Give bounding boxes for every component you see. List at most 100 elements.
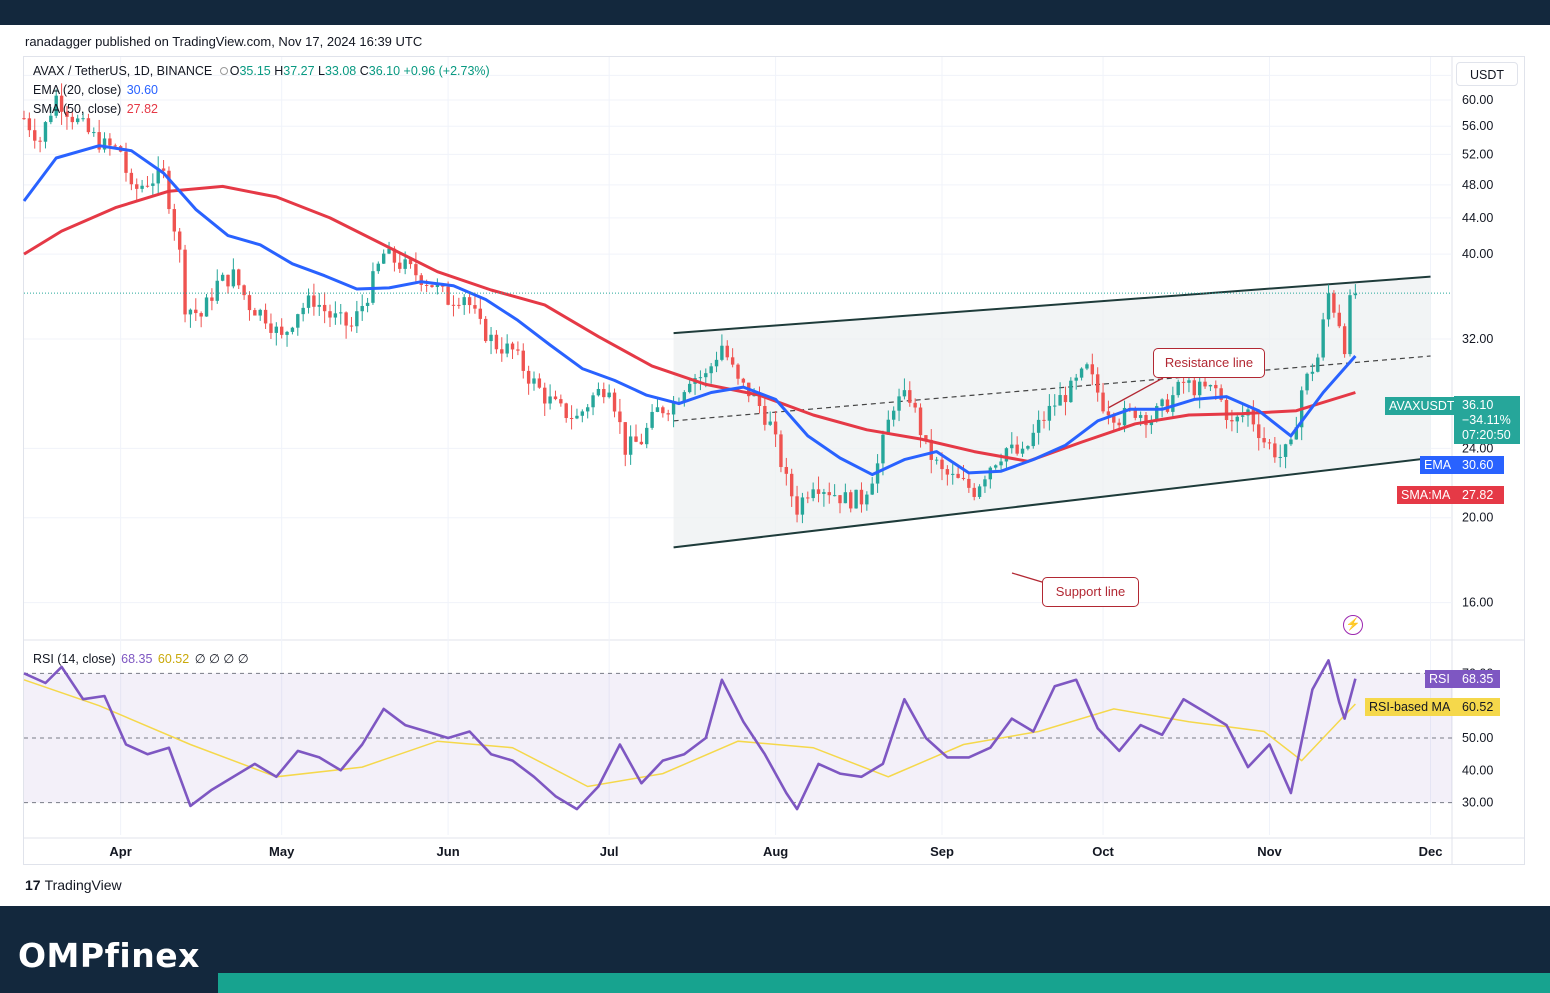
time-tick-label: Jul: [600, 844, 619, 859]
candle-body: [1353, 293, 1358, 296]
candle-body: [478, 308, 483, 319]
rsi-ma-value: 60.52: [157, 652, 190, 666]
candle-body: [1192, 380, 1197, 396]
currency-button[interactable]: USDT: [1456, 62, 1518, 86]
price-tick-label: 60.00: [1462, 93, 1493, 107]
candle-body: [1122, 407, 1127, 426]
candle-body: [773, 421, 778, 435]
candle-body: [838, 495, 842, 504]
legend-sma[interactable]: SMA (50, close) 27.82: [33, 102, 158, 116]
candle-body: [1020, 448, 1025, 454]
price-tick-label: 48.00: [1462, 178, 1493, 192]
candle-body: [22, 118, 26, 120]
candle-body: [865, 494, 869, 505]
candle-body: [215, 280, 219, 301]
candle-body: [140, 185, 144, 189]
candle-body: [891, 410, 896, 420]
candle-body: [129, 172, 134, 185]
legend-rsi[interactable]: RSI (14, close) 68.35 60.52 ∅ ∅ ∅ ∅: [33, 651, 249, 666]
lightning-icon[interactable]: ⚡: [1343, 615, 1363, 635]
candle-body: [961, 477, 966, 479]
rsi-tag-value: 68.35: [1454, 670, 1500, 688]
candle-body: [510, 343, 515, 350]
tradingview-mark-icon: 17: [25, 877, 41, 893]
candle-body: [344, 312, 348, 326]
rsi-tick-label: 30.00: [1462, 796, 1493, 810]
candle-body: [983, 479, 987, 487]
candle-body: [1133, 408, 1137, 418]
support-line-label[interactable]: Support line: [1042, 577, 1139, 607]
resistance-line-label[interactable]: Resistance line: [1153, 348, 1265, 378]
market-status-icon: [219, 67, 228, 75]
top-banner: [0, 0, 1550, 25]
candle-body: [1197, 381, 1202, 396]
candle-body: [1278, 456, 1282, 458]
candle-body: [102, 138, 107, 150]
sma-50-line: [23, 184, 1356, 463]
candle-body: [54, 95, 58, 116]
candle-body: [736, 364, 740, 379]
time-tick-label: May: [269, 844, 295, 859]
time-tick-label: Oct: [1092, 844, 1114, 859]
candle-body: [521, 350, 525, 371]
candle-body: [1240, 415, 1245, 417]
candle-body: [279, 326, 284, 335]
candle-body: [543, 387, 547, 404]
candle-body: [424, 284, 429, 286]
candle-body: [392, 248, 397, 263]
candle-body: [714, 359, 719, 367]
candle-body: [881, 434, 885, 464]
candle-body: [725, 345, 729, 358]
candle-body: [945, 469, 950, 475]
candle-body: [92, 132, 96, 134]
candle-body: [387, 248, 391, 254]
candle-body: [661, 407, 665, 414]
candle-body: [934, 459, 939, 461]
candle-body: [177, 231, 182, 250]
candle-body: [1031, 432, 1035, 447]
candle-body: [730, 357, 735, 365]
symbol-label[interactable]: AVAX / TetherUS, 1D, BINANCE: [33, 64, 213, 78]
candle-body: [1305, 373, 1309, 391]
candle-body: [204, 297, 209, 317]
candle-body: [1326, 293, 1331, 320]
candle-body: [1079, 368, 1084, 378]
ema-tag-value: 30.60: [1454, 456, 1504, 474]
candle-body: [269, 323, 273, 333]
candle-body: [940, 459, 944, 470]
candle-body: [473, 305, 477, 309]
candle-body: [145, 185, 150, 187]
candle-body: [886, 419, 891, 435]
candle-body: [1337, 312, 1341, 327]
last-price: 36.10: [1462, 398, 1494, 412]
candle-body: [602, 388, 606, 398]
candle-body: [913, 402, 917, 408]
candle-body: [349, 325, 354, 327]
candle-body: [306, 295, 311, 308]
candle-body: [1187, 380, 1191, 383]
candle-body: [462, 297, 466, 306]
candle-body: [639, 441, 644, 445]
candle-body: [242, 285, 246, 296]
candle-body: [1047, 405, 1052, 421]
candle-body: [70, 116, 75, 123]
candle-body: [757, 392, 762, 407]
time-tick-label: Nov: [1257, 844, 1282, 859]
legend-ema[interactable]: EMA (20, close) 30.60: [33, 83, 158, 97]
candle-body: [296, 314, 300, 328]
candle-body: [376, 263, 381, 272]
rsi-value: 68.35: [121, 652, 153, 666]
candle-body: [575, 415, 579, 419]
candle-body: [671, 402, 676, 415]
candle-body: [312, 295, 316, 307]
candle-body: [408, 259, 413, 265]
legend-ohlc: AVAX / TetherUS, 1D, BINANCE O35.15 H37.…: [33, 64, 490, 78]
candle-body: [156, 168, 160, 184]
candle-body: [328, 311, 332, 318]
candle-body: [806, 497, 810, 499]
candle-body: [231, 269, 236, 287]
candle-body: [1085, 364, 1089, 369]
last-price-box: 36.10 −34.11% 07:20:50: [1454, 396, 1520, 444]
candle-body: [918, 407, 923, 436]
